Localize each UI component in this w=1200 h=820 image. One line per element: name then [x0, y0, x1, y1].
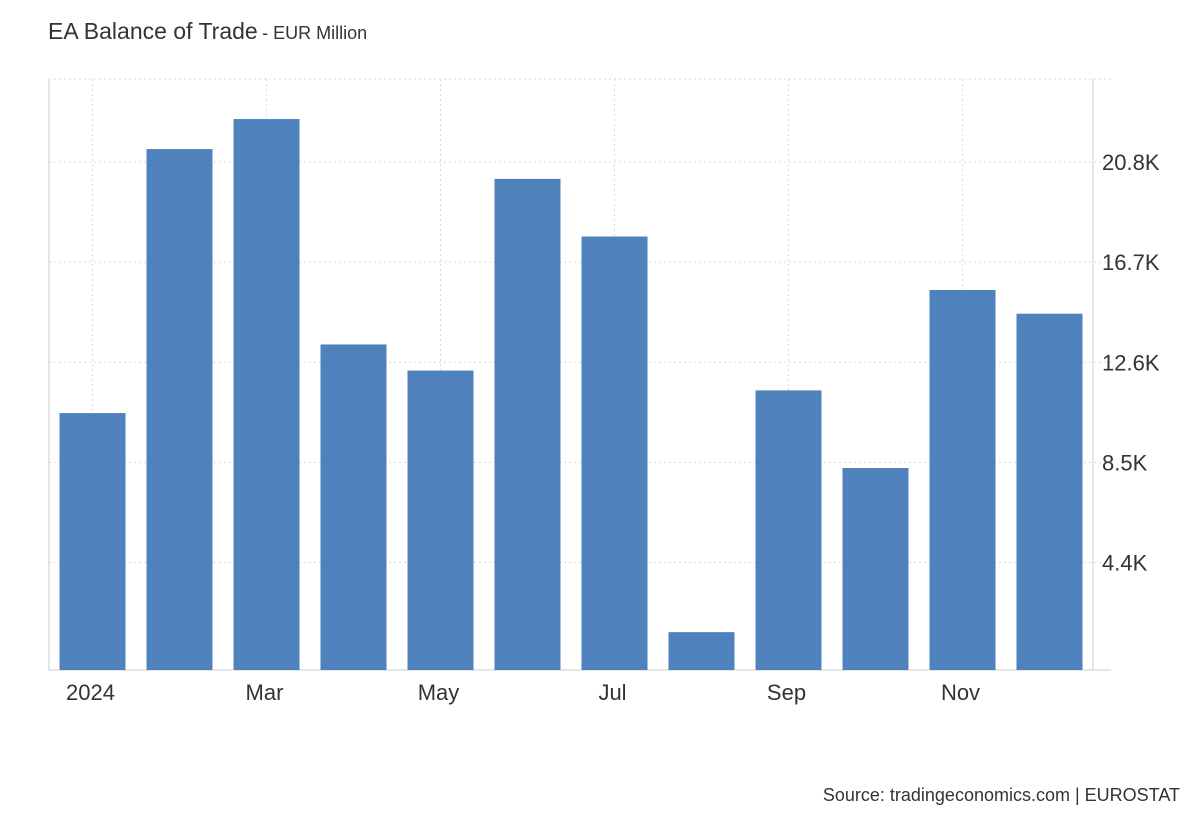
- x-tick-label: May: [418, 680, 460, 705]
- source-note: Source: tradingeconomics.com | EUROSTAT: [822, 785, 1180, 805]
- bar: [494, 178, 561, 670]
- chart-subtitle: - EUR Million: [262, 23, 368, 43]
- bar: [320, 344, 387, 670]
- bar: [1016, 313, 1083, 670]
- bar: [407, 370, 474, 670]
- y-tick-label: 16.7K: [1102, 250, 1160, 275]
- x-tick-label: 2024: [66, 680, 115, 705]
- x-tick-label: Mar: [246, 680, 284, 705]
- bar: [59, 413, 126, 670]
- y-tick-label: 8.5K: [1102, 450, 1148, 475]
- chart-title: EA Balance of Trade: [48, 18, 258, 44]
- x-tick-label: Nov: [941, 680, 980, 705]
- x-tick-label: Sep: [767, 680, 806, 705]
- bar: [668, 632, 735, 670]
- x-tick-label: Jul: [598, 680, 626, 705]
- y-tick-label: 12.6K: [1102, 350, 1160, 375]
- bar: [842, 468, 909, 670]
- bar: [146, 149, 213, 671]
- chart-title-block: EA Balance of Trade - EUR Million: [48, 18, 367, 45]
- y-tick-label: 20.8K: [1102, 150, 1160, 175]
- bar: [233, 119, 300, 670]
- bar: [581, 236, 648, 670]
- y-tick-label: 4.4K: [1102, 551, 1148, 576]
- bar: [755, 390, 822, 670]
- bar: [929, 290, 996, 670]
